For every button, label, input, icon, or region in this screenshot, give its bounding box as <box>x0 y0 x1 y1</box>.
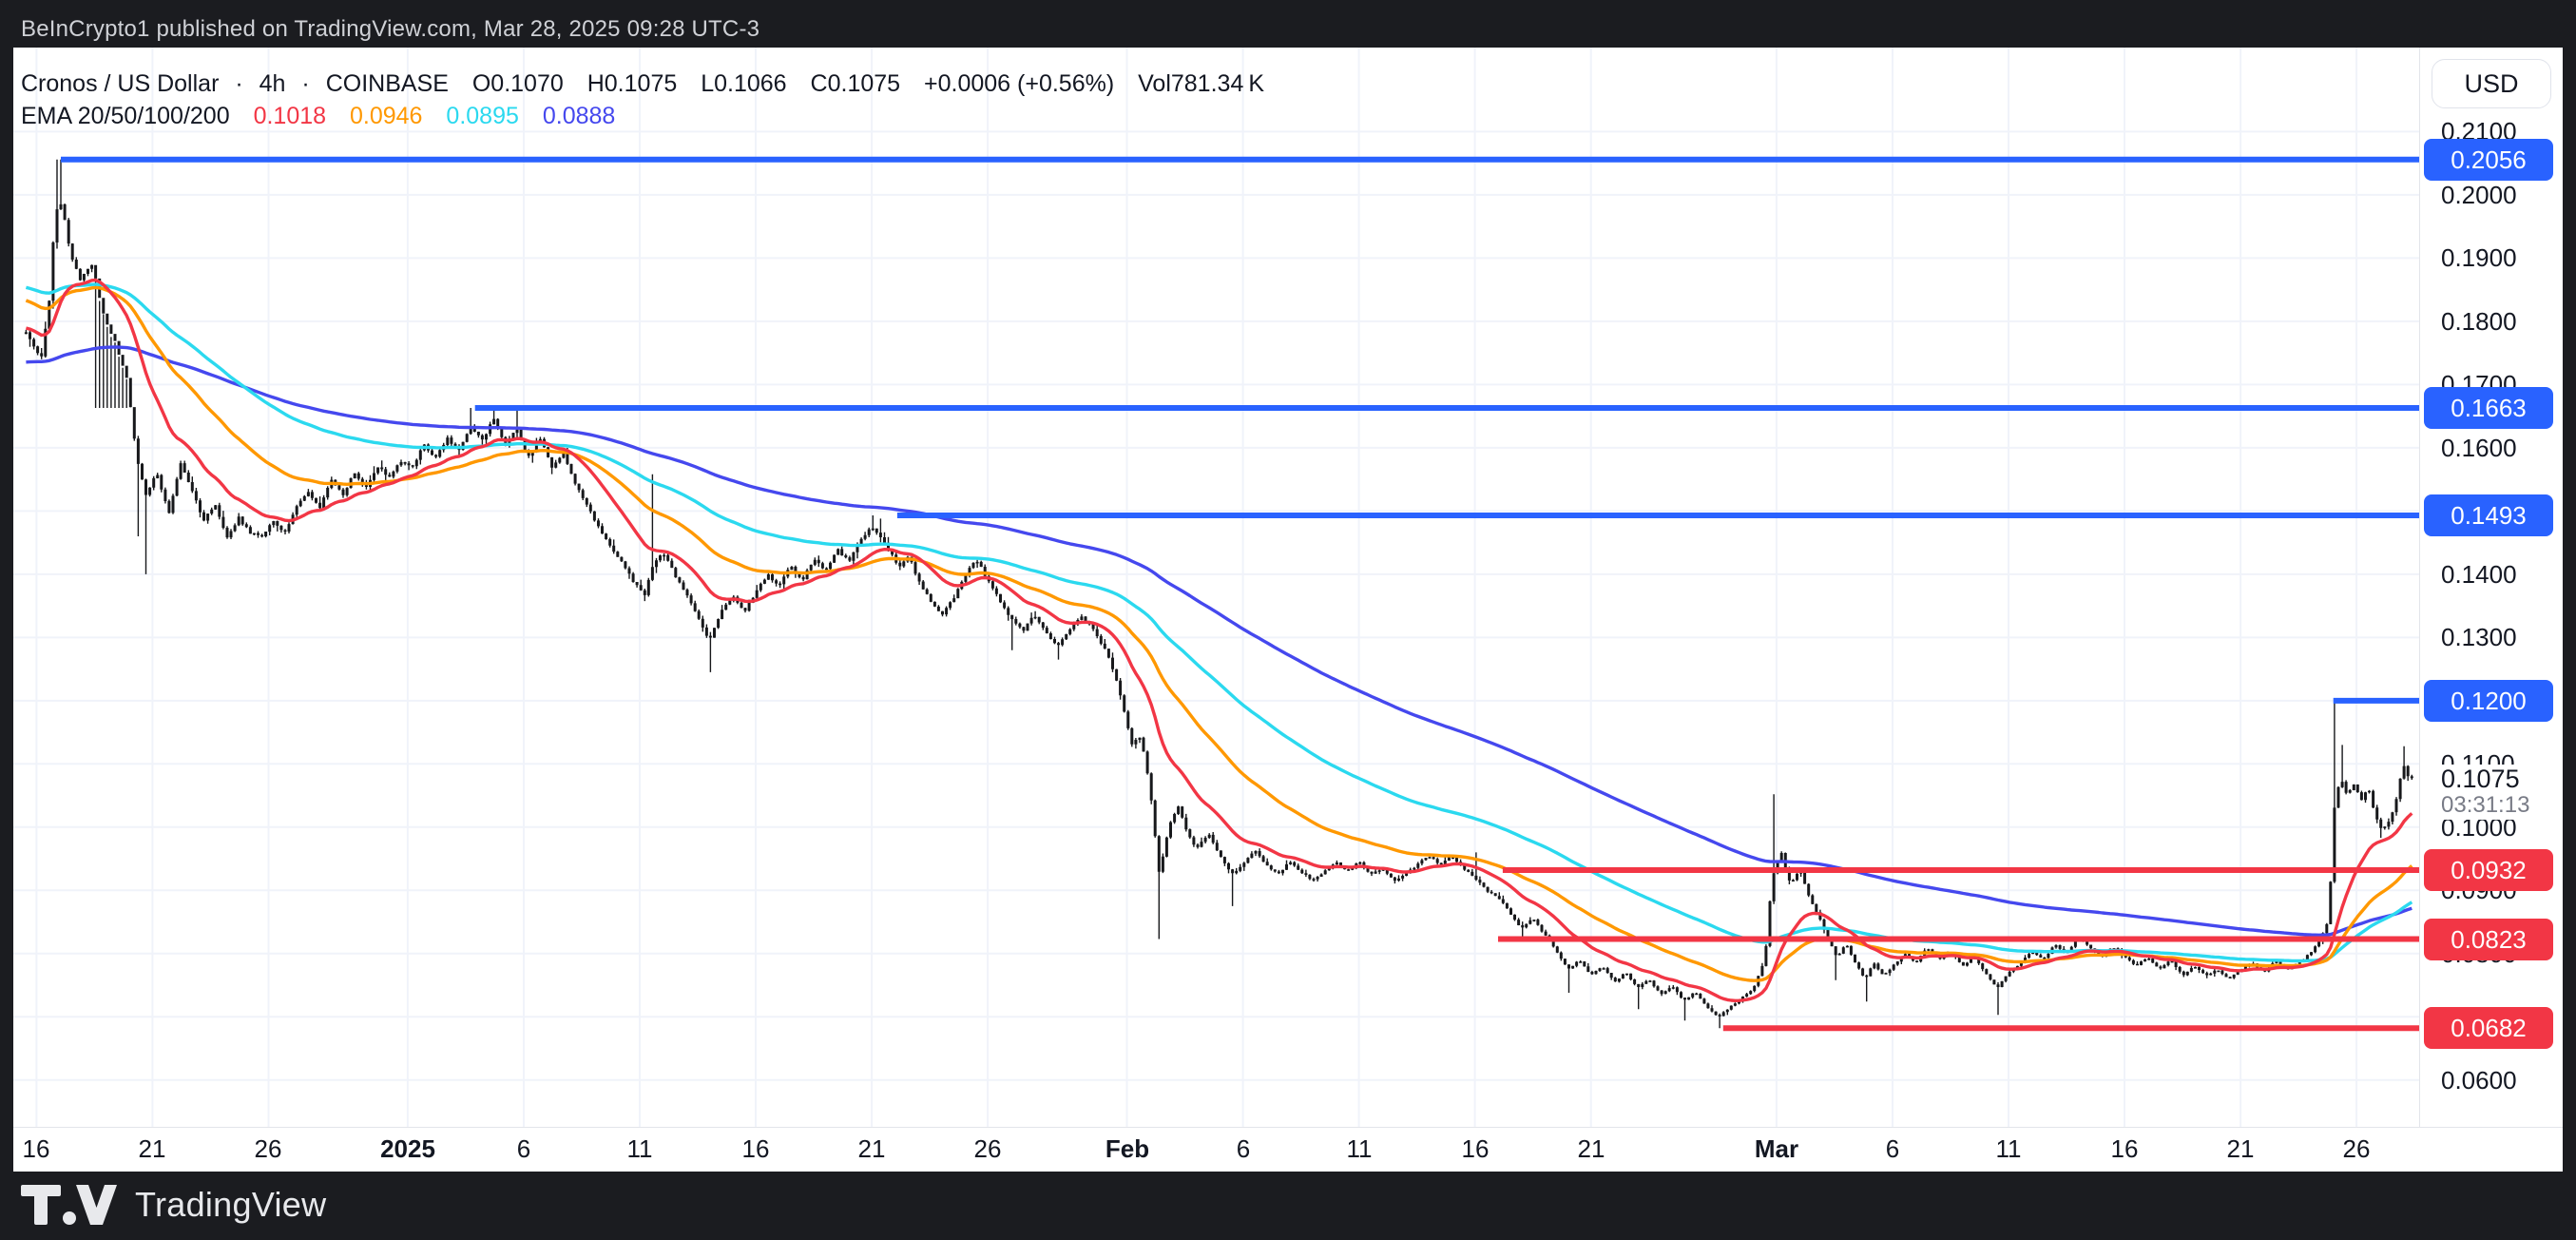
price-axis[interactable]: USD 0.2100 0.2000 0.1900 0.1800 0.1700 0.1600… <box>2419 48 2563 1127</box>
support-price-badge: 0.0932 <box>2424 849 2553 891</box>
ohlc-close-label: C <box>810 70 828 97</box>
time-tick-label: 11 <box>1995 1134 2022 1163</box>
currency-usd-button[interactable]: USD <box>2432 59 2551 108</box>
time-tick-label: 21 <box>2226 1134 2255 1163</box>
ohlc-high-value: 0.1075 <box>604 70 678 97</box>
interval-label[interactable]: 4h <box>259 70 286 97</box>
time-axis[interactable]: 16 21 26 2025 6 11 16 21 26 Feb 6 11 16 21 Mar 6 11 16 21 2… <box>13 1127 2563 1172</box>
resistance-price-badge: 0.1200 <box>2424 680 2553 722</box>
support-price-badge: 0.0823 <box>2424 919 2553 960</box>
attribution-text: BeInCrypto1 published on TradingView.com… <box>21 16 760 42</box>
separator-dot: · <box>301 70 310 97</box>
price-tick-label: 0.1600 <box>2441 434 2517 462</box>
time-tick-label: 26 <box>254 1134 282 1163</box>
time-tick-label: 2025 <box>380 1134 435 1163</box>
price-tick-label: 0.0600 <box>2441 1066 2517 1095</box>
tradingview-logo-icon <box>21 1185 117 1225</box>
resistance-price-badge: 0.1663 <box>2424 387 2553 429</box>
time-tick-label: 11 <box>1346 1134 1373 1163</box>
price-tick-label: 0.1800 <box>2441 307 2517 336</box>
ohlc-high-label: H <box>586 70 605 97</box>
time-tick-label: 16 <box>741 1134 770 1163</box>
symbol-title[interactable]: Cronos / US Dollar <box>21 70 220 97</box>
volume-value: Vol781.34 K <box>1138 70 1265 97</box>
time-tick-label: 6 <box>516 1134 531 1163</box>
ohlc-low-label: L <box>701 70 715 97</box>
bar-countdown: 03:31:13 <box>2441 792 2530 818</box>
ema50-value: 0.0946 <box>350 103 423 129</box>
ema200-value: 0.0888 <box>542 103 616 129</box>
time-tick-label: 21 <box>1577 1134 1605 1163</box>
price-tick-label: 0.2000 <box>2441 181 2517 209</box>
time-tick-label: 26 <box>973 1134 1002 1163</box>
symbol-legend-row: Cronos / US Dollar · 4h · COINBASE O0.10… <box>21 70 1264 98</box>
time-tick-label: 11 <box>626 1134 653 1163</box>
ohlc-close-value: 0.1075 <box>827 70 901 97</box>
time-tick-label: 16 <box>22 1134 50 1163</box>
tradingview-logo[interactable]: TradingView <box>21 1185 326 1225</box>
last-price-label: 0.1075 03:31:13 <box>2421 765 2561 820</box>
price-tick-label: 0.1300 <box>2441 623 2517 651</box>
ema20-value: 0.1018 <box>253 103 327 129</box>
change-value: +0.0006 (+0.56%) <box>924 70 1115 97</box>
time-tick-label: Mar <box>1754 1134 1799 1163</box>
time-tick-label: 6 <box>1236 1134 1251 1163</box>
time-tick-label: 16 <box>2110 1134 2139 1163</box>
resistance-price-badge: 0.2056 <box>2424 139 2553 181</box>
ohlc-open-value: 0.1070 <box>490 70 564 97</box>
footer-bar: TradingView <box>0 1172 2576 1240</box>
time-tick-label: 6 <box>1885 1134 1900 1163</box>
ema100-value: 0.0895 <box>446 103 519 129</box>
time-tick-label: 26 <box>2342 1134 2371 1163</box>
support-price-badge: 0.0682 <box>2424 1007 2553 1049</box>
tradingview-logo-text: TradingView <box>135 1185 327 1224</box>
exchange-label[interactable]: COINBASE <box>325 70 449 97</box>
time-tick-label: 21 <box>138 1134 166 1163</box>
ema-legend-row: EMA 20/50/100/200 0.1018 0.0946 0.0895 0… <box>21 103 615 130</box>
price-tick-label: 0.1400 <box>2441 560 2517 589</box>
resistance-price-badge: 0.1493 <box>2424 494 2553 536</box>
time-tick-label: 16 <box>1461 1134 1490 1163</box>
chart-background <box>13 48 2563 1172</box>
price-chart-canvas[interactable] <box>13 48 2419 1127</box>
ema-indicator-title[interactable]: EMA 20/50/100/200 <box>21 103 230 129</box>
last-price-value: 0.1075 <box>2441 765 2520 793</box>
ohlc-open-label: O <box>471 70 491 97</box>
time-tick-label: 21 <box>857 1134 886 1163</box>
ohlc-low-value: 0.1066 <box>714 70 787 97</box>
separator-dot: · <box>235 70 243 97</box>
time-tick-label: Feb <box>1105 1134 1150 1163</box>
price-tick-label: 0.1900 <box>2441 243 2517 272</box>
